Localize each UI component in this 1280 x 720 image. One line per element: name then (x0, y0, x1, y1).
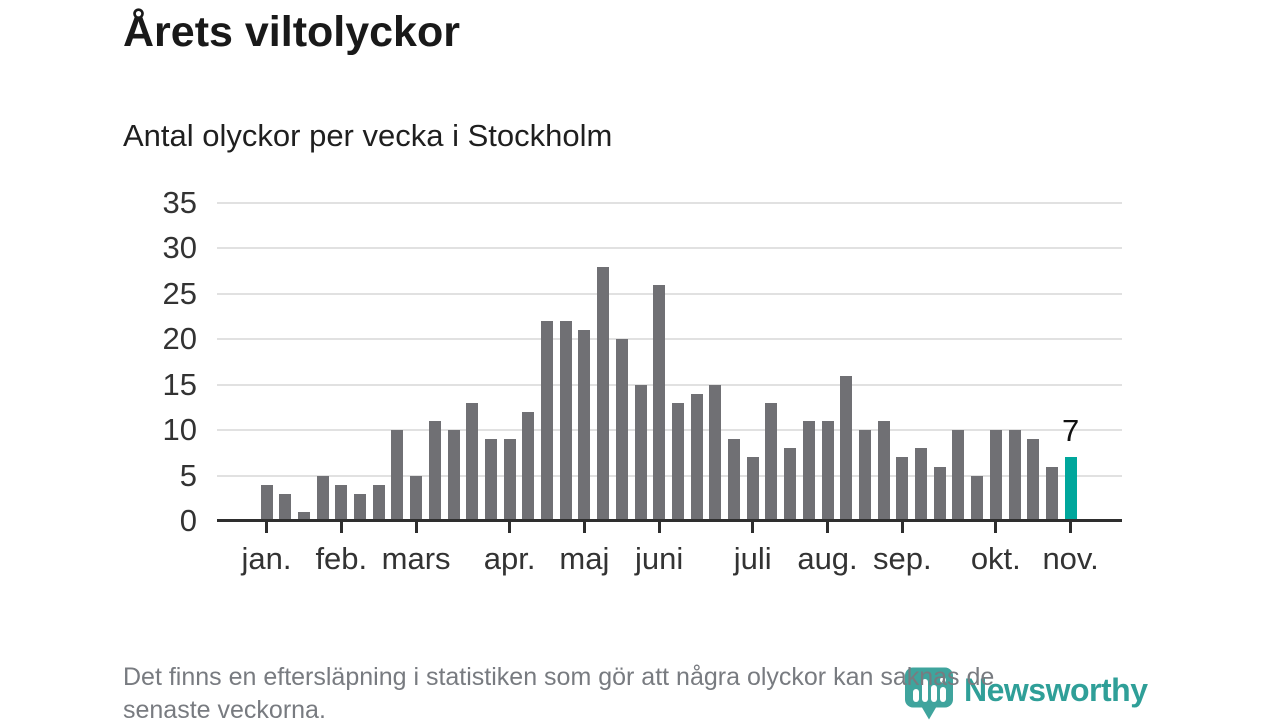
bar-week-41 (1008, 430, 1021, 521)
bar-week-26 (728, 439, 740, 521)
bar-week-36 (915, 448, 927, 521)
bar-week-20 (615, 339, 628, 521)
bar-week-24 (690, 393, 703, 521)
gridline-y-20 (217, 338, 1122, 341)
bar-week-9 (410, 475, 423, 521)
gridline-y-15 (217, 383, 1122, 386)
bar-week-23 (671, 402, 684, 521)
x-tick-label-juli: juli (733, 541, 772, 576)
bar-week-21 (634, 384, 647, 521)
x-tick-nov (1069, 520, 1073, 533)
bar-week-19 (597, 266, 610, 521)
newsworthy-wordmark: Newsworthy (964, 672, 1148, 708)
gridline-y-30 (217, 247, 1122, 250)
footer-note-line-2: senaste veckorna. (123, 696, 326, 720)
bar-week-6 (354, 493, 366, 521)
newsworthy-pin-icon (905, 667, 953, 720)
chart-subtitle: Antal olyckor per vecka i Stockholm (123, 118, 613, 153)
footer-note: Det finns en eftersläpning i statistiken… (123, 661, 994, 720)
x-tick-label-aug: aug. (797, 541, 858, 576)
x-tick-apr (508, 520, 512, 533)
chart-title: Årets viltolyckor (123, 8, 460, 56)
x-tick-label-maj: maj (559, 541, 610, 576)
x-tick-okt (994, 520, 998, 533)
x-tick-label-okt: okt. (970, 541, 1021, 576)
bar-week-22 (653, 284, 666, 521)
bar-week-40 (989, 430, 1002, 521)
bar-week-39 (971, 475, 984, 521)
gridline-y-5 (217, 474, 1122, 477)
x-tick-label-sep: sep. (872, 541, 932, 576)
bar-week-15 (522, 411, 535, 521)
x-axis-line (217, 519, 1122, 522)
x-tick-label-apr: apr. (483, 541, 536, 576)
bar-week-34 (877, 421, 890, 521)
footer-note-line-1: Det finns en eftersläpning i statistiken… (123, 663, 995, 691)
bar-week-44 (1064, 457, 1077, 521)
bar-week-17 (559, 321, 572, 521)
y-tick-label-0: 0 (179, 503, 197, 538)
x-tick-mars (414, 520, 418, 533)
x-tick-label-mars: mars (381, 541, 451, 576)
last-value-label: 7 (1061, 413, 1080, 449)
newsworthy-logo: Newsworthy (903, 666, 1148, 720)
bar-week-38 (952, 430, 965, 521)
bar-week-43 (1045, 466, 1058, 521)
bar-week-13 (484, 439, 497, 521)
x-tick-feb (339, 520, 343, 533)
bar-week-11 (447, 430, 460, 521)
x-tick-juni (657, 520, 661, 533)
bar-week-10 (428, 421, 441, 521)
bar-week-14 (503, 439, 516, 521)
bar-week-18 (578, 330, 591, 521)
bar-week-4 (316, 475, 329, 521)
x-tick-sep (900, 520, 904, 533)
x-tick-aug (826, 520, 829, 533)
bar-week-42 (1027, 439, 1040, 521)
bar-week-37 (933, 466, 946, 521)
gridline-y-35 (217, 202, 1122, 204)
bar-week-25 (709, 384, 722, 521)
x-tick-maj (582, 520, 586, 533)
x-tick-jan (265, 520, 268, 533)
bar-week-29 (784, 448, 797, 521)
bar-week-3 (297, 511, 310, 521)
bar-week-12 (466, 402, 479, 521)
bar-week-28 (765, 402, 778, 521)
y-tick-label-10: 10 (162, 412, 197, 448)
bar-week-35 (896, 457, 909, 521)
bar-week-8 (391, 430, 404, 521)
bar-week-2 (279, 493, 292, 521)
bar-week-33 (858, 430, 871, 521)
gridline-y-10 (217, 429, 1122, 432)
bar-week-7 (372, 484, 385, 521)
x-tick-juli (751, 520, 755, 533)
y-tick-label-35: 35 (162, 185, 197, 220)
bar-week-31 (821, 421, 834, 521)
bar-week-32 (840, 375, 853, 521)
bar-week-5 (335, 484, 348, 521)
bar-week-30 (802, 421, 815, 521)
bar-week-16 (541, 321, 553, 521)
y-tick-label-25: 25 (162, 275, 197, 311)
bar-week-1 (260, 484, 273, 521)
bar-week-27 (746, 457, 759, 521)
plot-area: 0 5 10 15 20 25 30 35 jan. feb. mars apr. maj juni jul… (163, 185, 1122, 576)
y-tick-label-30: 30 (162, 230, 197, 266)
gridline-y-25 (217, 292, 1122, 295)
y-tick-label-15: 15 (162, 366, 197, 402)
y-tick-label-5: 5 (179, 457, 197, 493)
x-tick-label-jan: jan. (241, 541, 292, 576)
x-tick-label-nov: nov. (1042, 541, 1099, 576)
y-tick-label-20: 20 (162, 321, 197, 357)
x-tick-label-juni: juni (635, 541, 684, 576)
x-tick-label-feb: feb. (315, 541, 368, 576)
